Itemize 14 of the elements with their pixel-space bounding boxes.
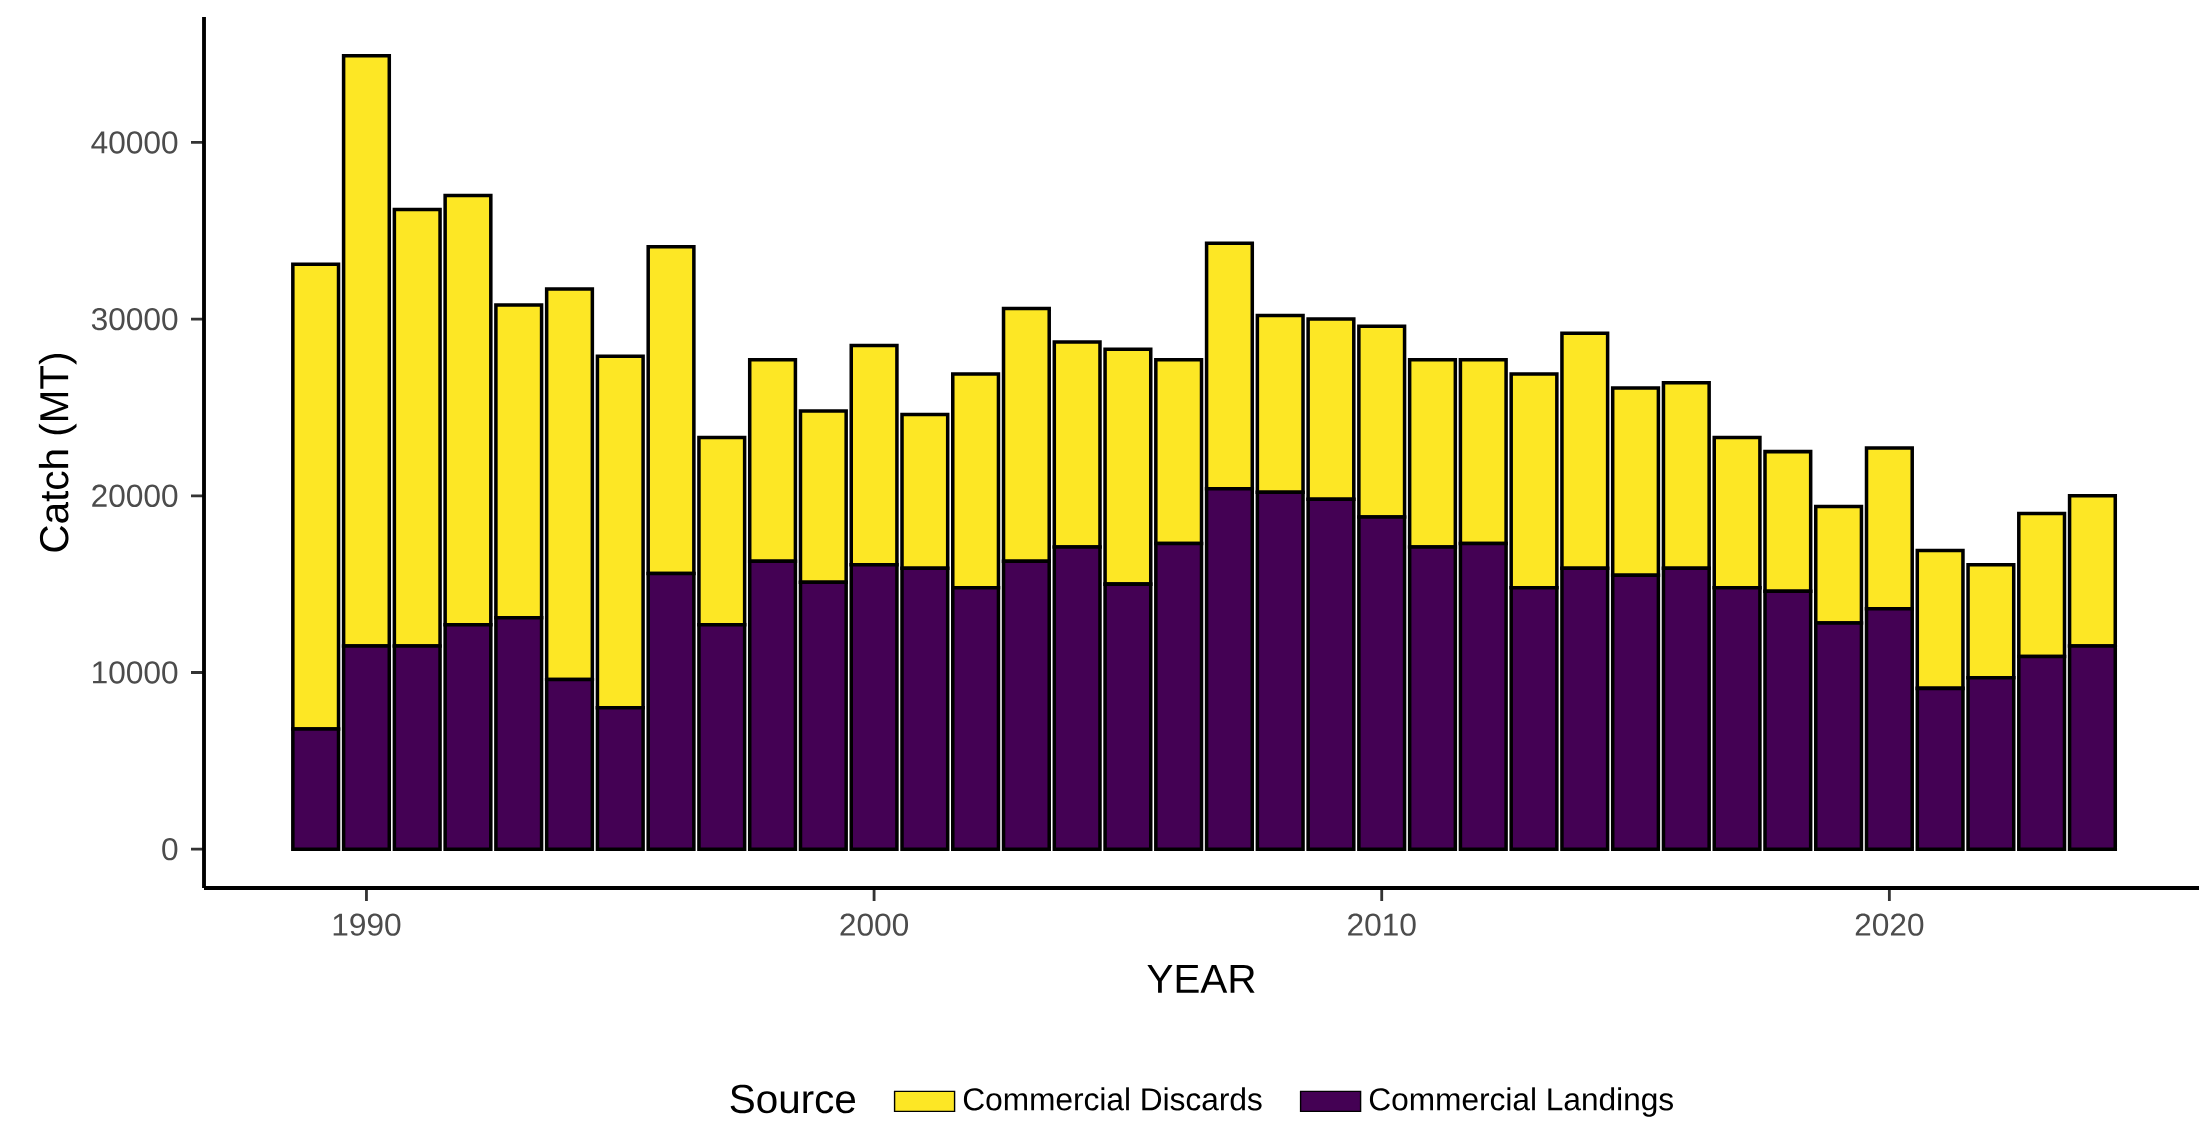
y-tick-label: 10000 — [93, 661, 178, 684]
y-axis-title: Catch (MT) — [38, 354, 77, 552]
y-tick-label: 40000 — [91, 131, 178, 154]
y-tick-label: 30000 — [91, 307, 178, 331]
x-axis-title: YEAR — [1147, 964, 1255, 993]
x-tick-label: 2000 — [840, 913, 909, 936]
x-tick-label: 2020 — [1855, 913, 1924, 936]
y-tick-label: 20000 — [92, 484, 178, 508]
x-tick-label: 2010 — [1348, 913, 1416, 936]
x-tick-label: 1990 — [333, 913, 401, 936]
y-tick-label: 0 — [162, 837, 178, 861]
legend-title: Source — [730, 1084, 856, 1114]
legend-label: Commercial Discards — [963, 1087, 1262, 1111]
legend-label: Commercial Landings — [1369, 1087, 1673, 1117]
